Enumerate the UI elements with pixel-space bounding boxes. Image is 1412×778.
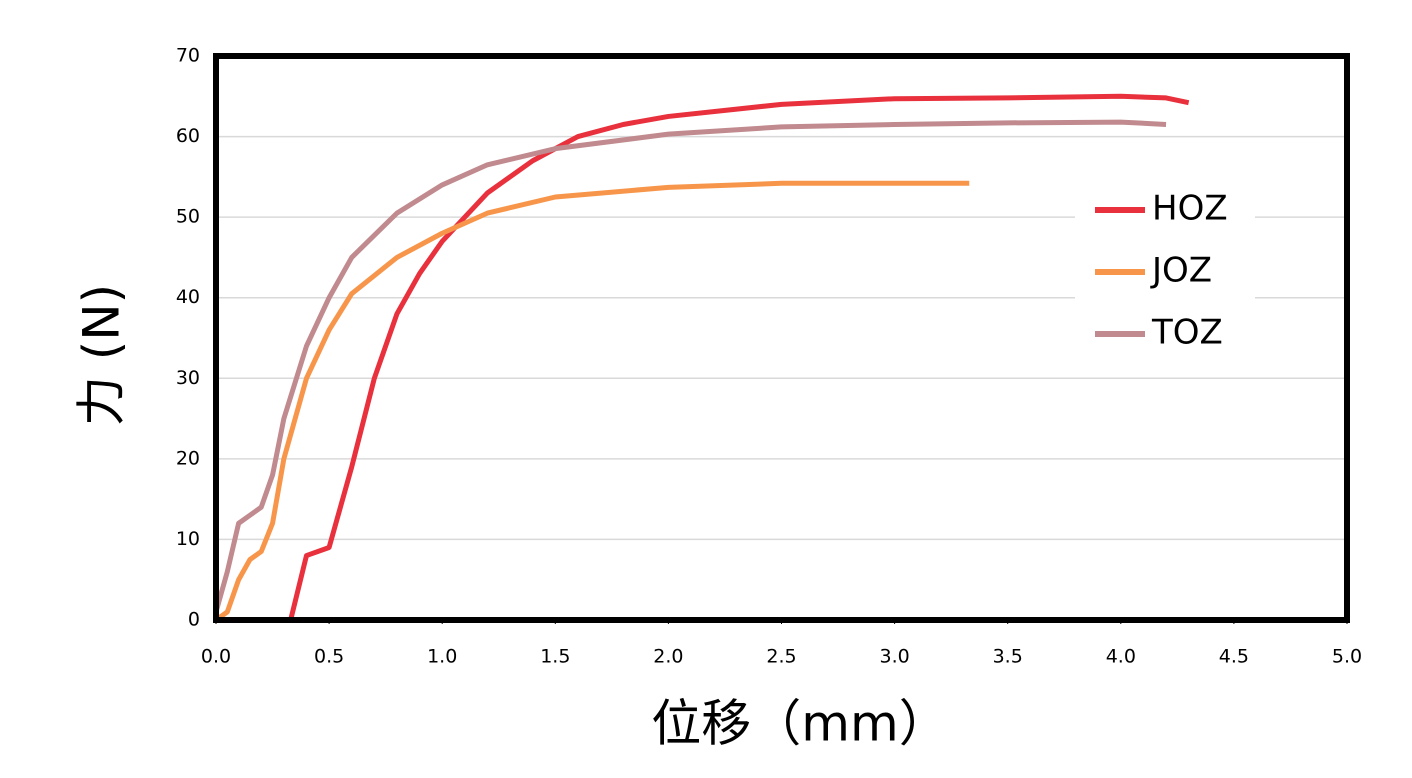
legend-label: JOZ bbox=[1150, 251, 1212, 291]
x-tick-label: 2.5 bbox=[766, 646, 796, 668]
y-tick-label: 10 bbox=[176, 528, 200, 550]
x-tick-label: 1.0 bbox=[427, 646, 457, 668]
x-tick-label: 3.5 bbox=[993, 646, 1023, 668]
x-tick-label: 4.5 bbox=[1219, 646, 1249, 668]
data-line bbox=[214, 180, 970, 623]
x-tick-label: 5.0 bbox=[1332, 646, 1362, 668]
data-line bbox=[213, 119, 1167, 613]
legend-label: TOZ bbox=[1151, 313, 1223, 353]
y-tick-label: 20 bbox=[176, 447, 200, 469]
x-tick-label: 2.0 bbox=[653, 646, 683, 668]
y-tick-label: 60 bbox=[176, 125, 200, 147]
y-tick-label: 40 bbox=[176, 286, 200, 308]
x-tick-label: 0.5 bbox=[314, 646, 344, 668]
plot-border bbox=[213, 53, 1350, 623]
legend: HOZ JOZ TOZ bbox=[1075, 180, 1255, 360]
x-tick-label: 0.0 bbox=[201, 646, 231, 668]
y-tick-label: 0 bbox=[188, 609, 200, 631]
data-line bbox=[288, 93, 1190, 621]
x-tick-label: 4.0 bbox=[1106, 646, 1136, 668]
x-tick-label: 1.5 bbox=[540, 646, 570, 668]
y-axis-label: 力 (N) bbox=[73, 284, 131, 426]
y-tick-label: 70 bbox=[176, 45, 200, 67]
x-axis-label: 位移（mm） bbox=[651, 695, 948, 753]
y-tick-label: 30 bbox=[176, 367, 200, 389]
y-tick-label: 50 bbox=[176, 206, 200, 228]
legend-label: HOZ bbox=[1152, 189, 1228, 229]
x-tick-label: 3.0 bbox=[879, 646, 909, 668]
